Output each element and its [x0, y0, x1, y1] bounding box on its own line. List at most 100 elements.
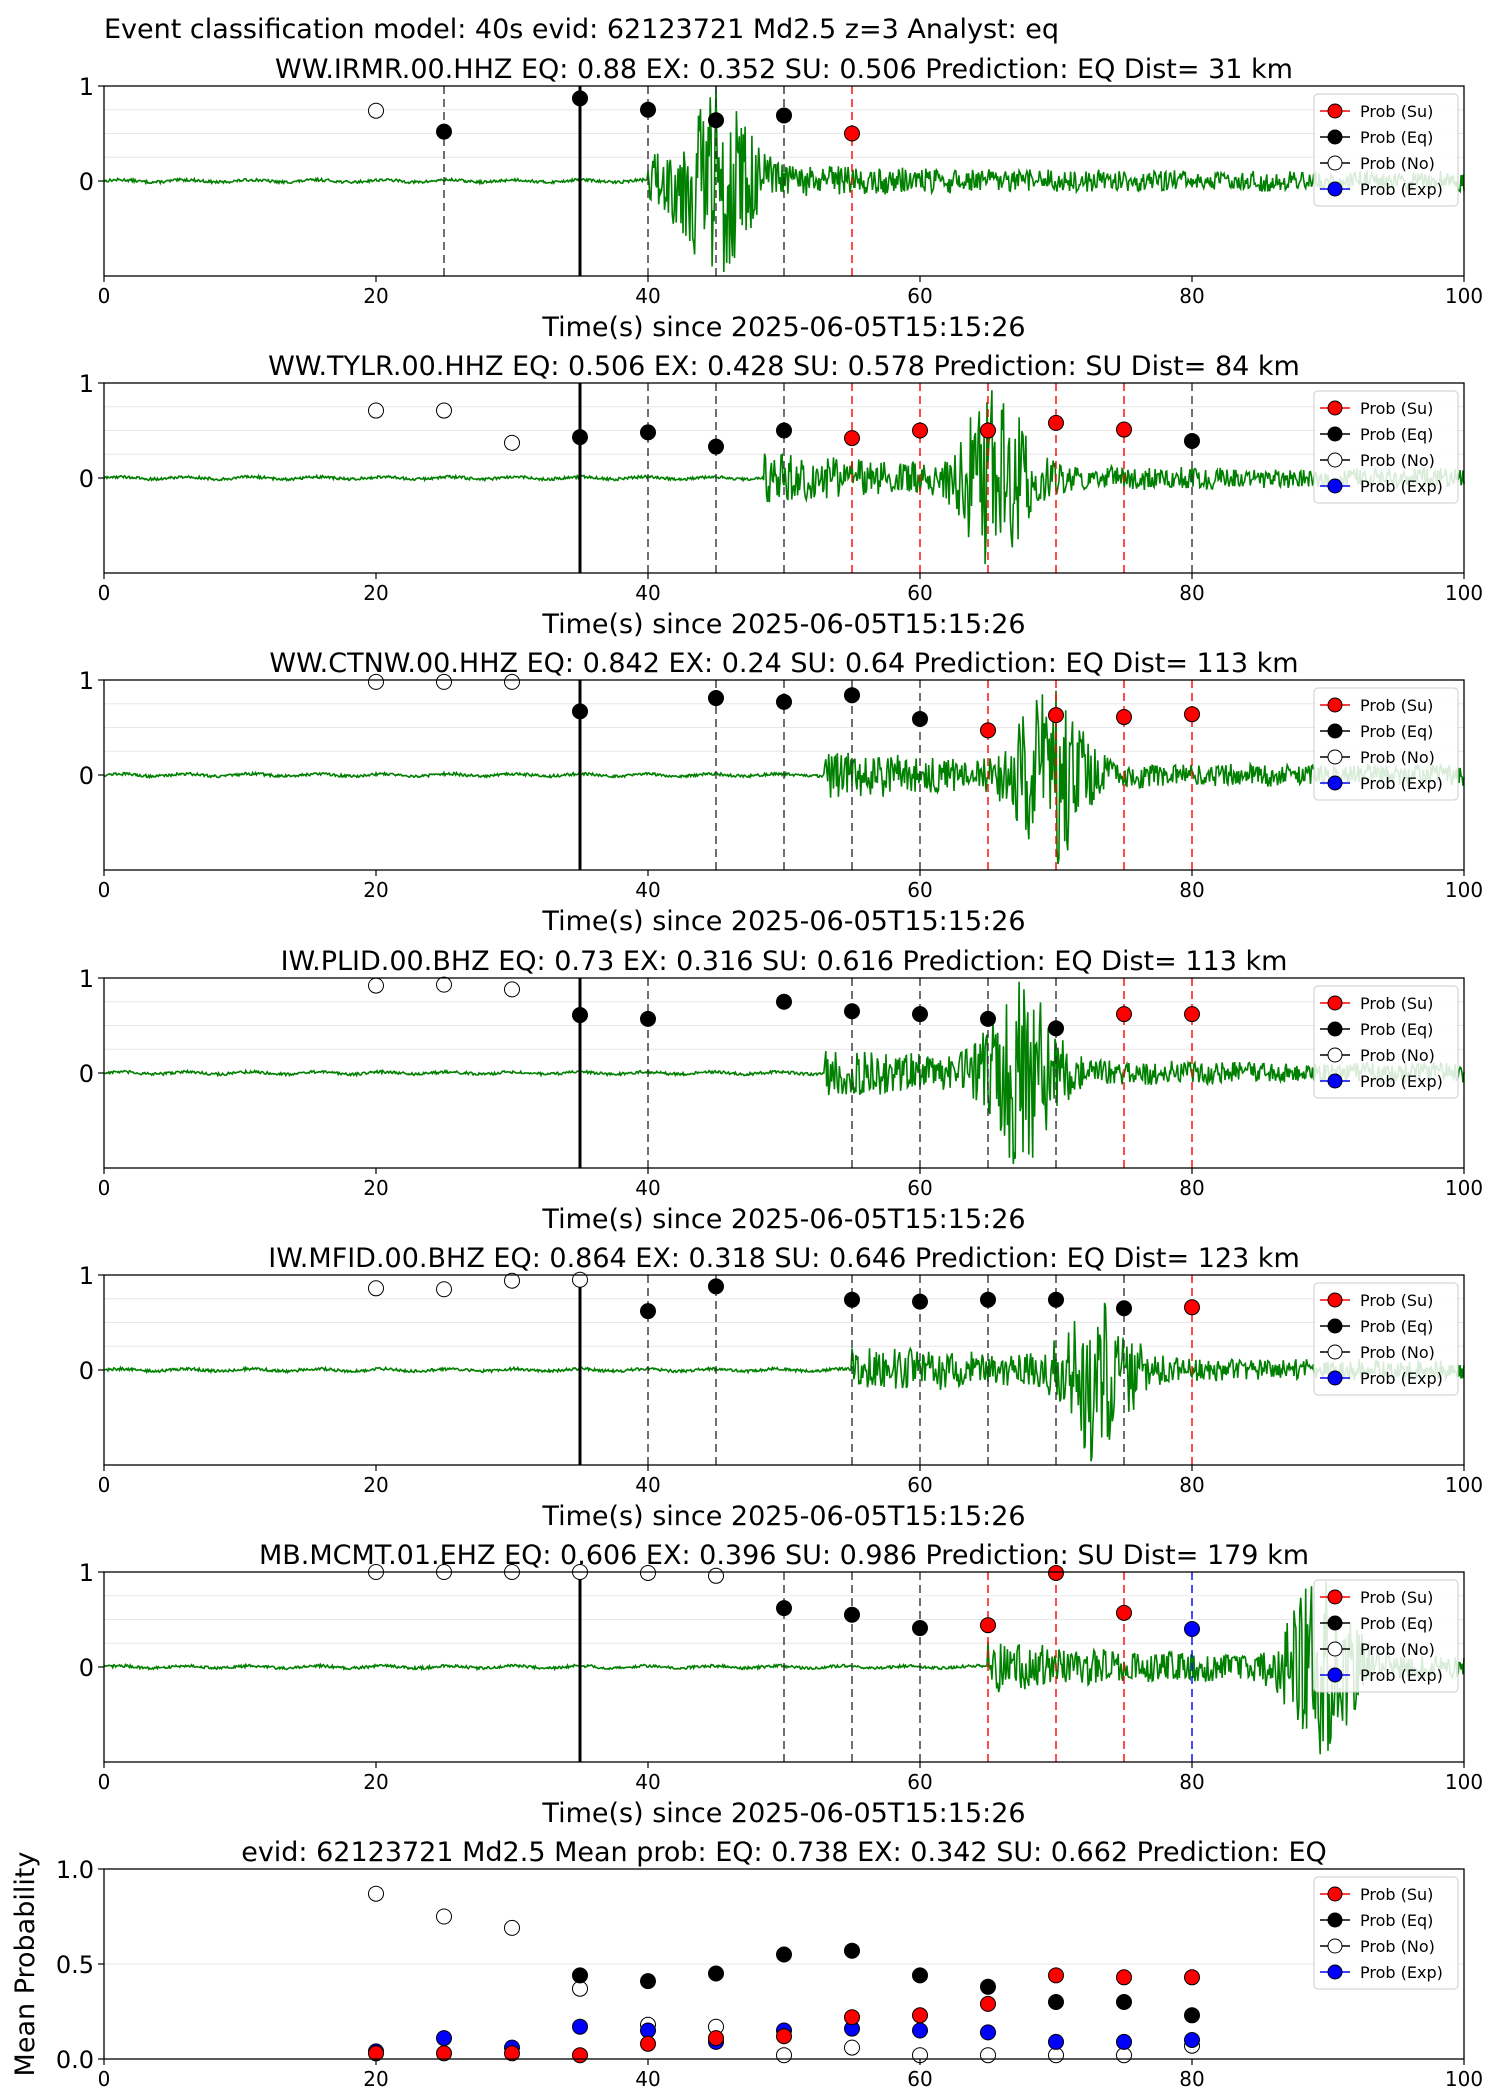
- waveform-trace: [103, 85, 1465, 273]
- x-tick-label: 100: [1445, 1770, 1483, 1794]
- marker-prob-eq: [640, 101, 656, 118]
- panel-title: evid: 62123721 Md2.5 Mean prob: EQ: 0.73…: [241, 1837, 1327, 1868]
- marker-prob-eq: [844, 687, 860, 704]
- y-tick-label: 1: [79, 370, 94, 398]
- legend-label: Prob (Exp): [1360, 1072, 1443, 1091]
- x-tick-label: 40: [635, 1473, 660, 1497]
- legend-label: Prob (Eq): [1360, 722, 1433, 741]
- legend-marker: [1327, 1021, 1343, 1037]
- x-tick-label: 40: [635, 1770, 660, 1794]
- marker-prob-su: [844, 2009, 860, 2026]
- panel-title: WW.IRMR.00.HHZ EQ: 0.88 EX: 0.352 SU: 0.…: [275, 54, 1293, 85]
- x-tick-label: 60: [907, 1473, 932, 1497]
- legend-marker: [1327, 129, 1343, 145]
- marker-prob-su: [980, 1617, 996, 1634]
- x-tick-label: 80: [1179, 284, 1204, 308]
- legend-label: Prob (Exp): [1360, 774, 1443, 793]
- legend-label: Prob (Exp): [1360, 180, 1443, 199]
- legend-marker: [1327, 1641, 1343, 1657]
- marker-prob-exp: [1184, 1621, 1200, 1637]
- marker-prob-su: [1116, 1969, 1132, 1986]
- legend-label: Prob (Eq): [1360, 1911, 1433, 1930]
- marker-prob-exp: [640, 2022, 656, 2039]
- legend-label: Prob (Exp): [1360, 1963, 1443, 1982]
- marker-prob-no: [504, 673, 520, 690]
- x-axis-label: Time(s) since 2025-06-05T15:15:26: [541, 1204, 1025, 1235]
- x-tick-label: 40: [635, 1176, 660, 1200]
- marker-prob-su: [640, 2035, 656, 2052]
- legend-marker: [1327, 478, 1343, 494]
- x-tick-label: 100: [1445, 284, 1483, 308]
- marker-prob-eq: [708, 1965, 724, 1982]
- marker-prob-no: [436, 1281, 452, 1298]
- chart-panel-5: IW.MFID.00.BHZ EQ: 0.864 EX: 0.318 SU: 0…: [79, 1243, 1483, 1532]
- marker-prob-eq: [776, 1946, 792, 1963]
- y-tick-label: 0: [79, 168, 94, 196]
- marker-prob-su: [776, 2028, 792, 2045]
- y-tick-label: 1.0: [56, 1856, 94, 1884]
- marker-prob-no: [1048, 2047, 1064, 2064]
- marker-prob-no: [368, 402, 384, 419]
- marker-prob-no: [436, 673, 452, 690]
- marker-prob-exp: [1184, 2032, 1200, 2048]
- y-tick-label: 0.0: [56, 2046, 94, 2074]
- marker-prob-eq: [1116, 1300, 1132, 1317]
- legend-marker: [1327, 1292, 1343, 1308]
- marker-prob-eq: [912, 710, 928, 727]
- y-tick-label: 0: [79, 762, 94, 790]
- legend-marker: [1327, 1344, 1343, 1360]
- y-tick-label: 1: [79, 965, 94, 993]
- marker-prob-su: [1116, 421, 1132, 438]
- marker-prob-no: [1116, 2047, 1132, 2064]
- chart-panel-2: WW.TYLR.00.HHZ EQ: 0.506 EX: 0.428 SU: 0…: [79, 351, 1483, 640]
- x-tick-label: 80: [1179, 1770, 1204, 1794]
- legend-marker: [1327, 1938, 1343, 1954]
- marker-prob-su: [912, 2007, 928, 2024]
- x-axis-label: Time(s) since 2025-06-05T15:15:26: [541, 609, 1025, 640]
- marker-prob-eq: [572, 1007, 588, 1024]
- marker-prob-no: [776, 2047, 792, 2064]
- panel-title: IW.PLID.00.BHZ EQ: 0.73 EX: 0.316 SU: 0.…: [281, 946, 1288, 977]
- chart-panel-1: WW.IRMR.00.HHZ EQ: 0.88 EX: 0.352 SU: 0.…: [79, 54, 1483, 343]
- legend-label: Prob (No): [1360, 1937, 1435, 1956]
- legend-label: Prob (Eq): [1360, 1020, 1433, 1039]
- x-tick-label: 100: [1445, 581, 1483, 605]
- x-tick-label: 20: [363, 284, 388, 308]
- panels: WW.IRMR.00.HHZ EQ: 0.88 EX: 0.352 SU: 0.…: [10, 54, 1483, 2091]
- marker-prob-su: [844, 430, 860, 447]
- legend-label: Prob (No): [1360, 1640, 1435, 1659]
- x-tick-label: 40: [635, 2067, 660, 2091]
- marker-prob-su: [504, 2045, 520, 2062]
- marker-prob-no: [504, 1919, 520, 1936]
- legend-label: Prob (Su): [1360, 994, 1433, 1013]
- marker-prob-su: [1116, 709, 1132, 726]
- x-axis-label: Time(s) since 2025-06-05T15:15:26: [541, 906, 1025, 937]
- marker-prob-eq: [1116, 1994, 1132, 2010]
- panel-title: WW.CTNW.00.HHZ EQ: 0.842 EX: 0.24 SU: 0.…: [269, 648, 1298, 679]
- legend-marker: [1327, 1912, 1343, 1928]
- y-tick-label: 1: [79, 1262, 94, 1290]
- x-tick-label: 60: [907, 1770, 932, 1794]
- marker-prob-eq: [1184, 2007, 1200, 2024]
- waveform-trace: [103, 1302, 1465, 1462]
- marker-prob-eq: [912, 1967, 928, 1984]
- chart-panel-3: WW.CTNW.00.HHZ EQ: 0.842 EX: 0.24 SU: 0.…: [79, 648, 1483, 937]
- legend-box: [1313, 687, 1459, 801]
- legend-label: Prob (Eq): [1360, 1614, 1433, 1633]
- marker-prob-no: [572, 1980, 588, 1997]
- panel-title: IW.MFID.00.BHZ EQ: 0.864 EX: 0.318 SU: 0…: [268, 1243, 1300, 1274]
- legend-box: [1313, 1876, 1459, 1990]
- marker-prob-su: [1184, 1299, 1200, 1316]
- marker-prob-eq: [844, 1606, 860, 1623]
- marker-prob-eq: [912, 1006, 928, 1023]
- marker-prob-no: [844, 2039, 860, 2056]
- marker-prob-eq: [776, 1600, 792, 1617]
- marker-prob-eq: [1048, 1994, 1064, 2010]
- figure-suptitle: Event classification model: 40s evid: 62…: [104, 14, 1059, 45]
- y-tick-label: 0: [79, 1357, 94, 1385]
- marker-prob-no: [708, 1567, 724, 1584]
- x-tick-label: 80: [1179, 2067, 1204, 2091]
- x-tick-label: 100: [1445, 2067, 1483, 2091]
- marker-prob-eq: [980, 1291, 996, 1308]
